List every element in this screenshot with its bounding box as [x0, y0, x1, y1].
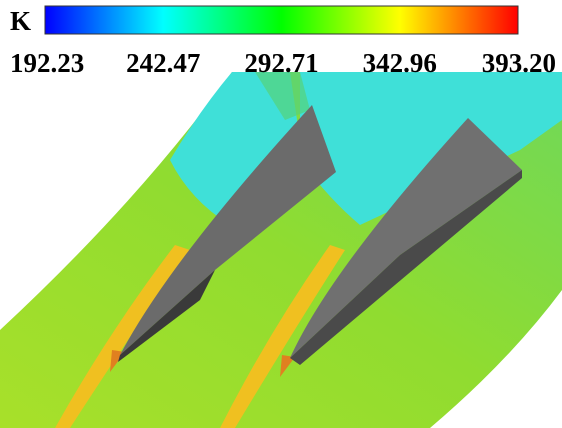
- colorbar-tick-label: 292.71: [244, 48, 318, 78]
- contour-plot: K 192.23 242.47 292.71 342.96 393.20: [0, 0, 562, 428]
- colorbar-tick-label: 192.23: [10, 48, 84, 78]
- colorbar: [45, 6, 518, 34]
- colorbar-tick-label: 242.47: [126, 48, 200, 78]
- colorbar-tick-label: 342.96: [363, 48, 437, 78]
- colorbar-tick-label: 393.20: [482, 48, 556, 78]
- colorbar-unit: K: [10, 6, 31, 36]
- figure: K 192.23 242.47 292.71 342.96 393.20: [0, 0, 562, 428]
